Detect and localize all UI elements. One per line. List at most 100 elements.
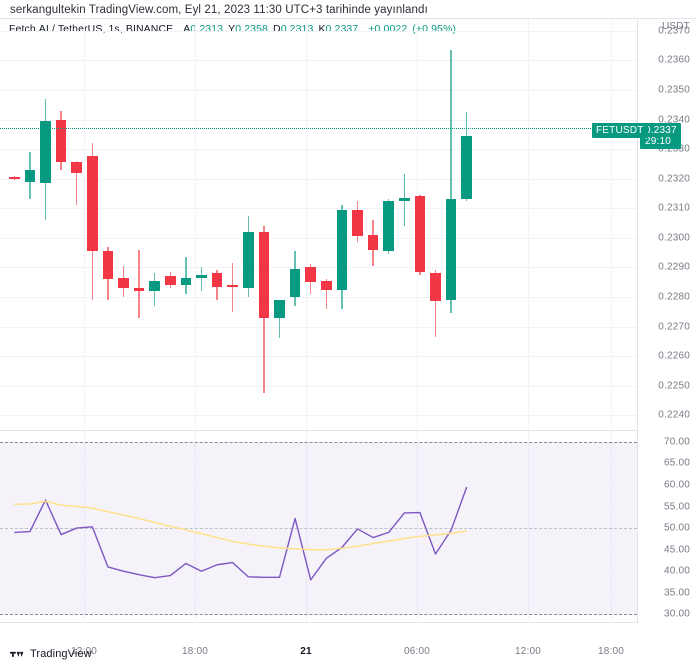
rsi-midline (0, 528, 637, 530)
candle-body[interactable] (24, 169, 36, 182)
candle-wick (76, 160, 78, 206)
price-tag-price: 0.2337 (645, 125, 677, 137)
tradingview-label: TradingView (30, 648, 92, 660)
price-tag-symbol: FETUSDT (592, 123, 648, 139)
rsi-overbought-line (0, 441, 637, 443)
candle-body[interactable] (243, 231, 254, 289)
candle-body[interactable] (461, 135, 472, 200)
candle-body[interactable] (149, 280, 160, 292)
candle-body[interactable] (367, 234, 379, 250)
gridline-horizontal (0, 119, 637, 121)
candle-wick (278, 299, 281, 339)
candle-wick (325, 279, 327, 309)
rsi-axis-tick: 30.00 (663, 608, 690, 620)
legend-high-label: Y (228, 23, 236, 35)
gridline-horizontal (0, 178, 637, 180)
chart-legend: Fetch.AI / TetherUS, 1s, BINANCE A0.2313 Y… (9, 23, 457, 35)
candle-body[interactable] (87, 156, 98, 252)
gridline-horizontal (0, 237, 637, 239)
time-axis[interactable]: 12:00 18:00 21 06:00 12:00 18:00 (0, 642, 696, 664)
legend-open-value: 0.2313 (190, 23, 224, 35)
candle-body[interactable] (55, 119, 67, 163)
price-axis-tick: 0.2360 (658, 54, 690, 66)
legend-close-value: 0.2337 (325, 23, 359, 35)
rsi-axis-tick: 65.00 (663, 457, 690, 469)
gridline-horizontal (0, 356, 637, 358)
price-axis-tick: 0.2340 (658, 114, 690, 126)
gridline-horizontal (0, 296, 637, 298)
candle-body[interactable] (305, 267, 316, 283)
gridline-vertical (611, 431, 612, 623)
candle-body[interactable] (196, 274, 207, 278)
candle-body[interactable] (336, 209, 348, 290)
price-axis-tick: 0.2310 (658, 202, 690, 214)
candle-body[interactable] (321, 280, 332, 290)
candle-body[interactable] (399, 197, 410, 201)
time-axis-tick: 18:00 (597, 646, 625, 657)
gridline-vertical (306, 19, 307, 430)
legend-low-label: D (272, 23, 281, 35)
legend-exchange: BINANCE (125, 23, 174, 35)
legend-interval[interactable]: 1s (108, 23, 120, 35)
rsi-band (0, 441, 637, 615)
candle-body[interactable] (274, 299, 285, 318)
candle-body[interactable] (289, 268, 301, 297)
time-axis-tick: 18:00 (181, 646, 209, 657)
price-axis-tick: 0.2250 (658, 380, 690, 392)
time-axis-tick: 06:00 (403, 646, 431, 657)
candle-wick (434, 270, 437, 337)
price-axis-tick: 0.2260 (658, 350, 690, 362)
attribution-text: serkangultekin TradingView.com, Eyl 21, … (10, 4, 428, 16)
footer-brand[interactable]: TradingView (10, 648, 92, 660)
rsi-ma-line (14, 500, 467, 551)
candle-body[interactable] (165, 276, 176, 286)
candle-body[interactable] (211, 273, 223, 287)
candle-body[interactable] (118, 277, 129, 289)
candle-body[interactable] (71, 162, 82, 173)
candle-body[interactable] (9, 177, 20, 179)
legend-high-value: 0.2358 (235, 23, 268, 35)
candle-body[interactable] (40, 121, 51, 184)
gridline-horizontal (0, 149, 637, 151)
gridline-horizontal (0, 415, 637, 417)
gridline-horizontal (0, 592, 637, 594)
gridline-horizontal (0, 208, 637, 210)
gridline-vertical (195, 19, 196, 430)
price-pane[interactable] (0, 19, 637, 430)
candle-body[interactable] (445, 199, 457, 300)
candle-body[interactable] (430, 273, 441, 302)
candle-body[interactable] (352, 209, 363, 237)
gridline-horizontal (0, 506, 637, 508)
gridline-vertical (528, 431, 529, 623)
legend-low-value: 0.2313 (280, 23, 314, 35)
candle-wick (185, 257, 187, 294)
gridline-horizontal (0, 60, 637, 62)
candle-body[interactable] (102, 251, 114, 280)
price-axis-tick: 0.2290 (658, 261, 690, 273)
rsi-line (14, 486, 468, 581)
rsi-axis-tick: 40.00 (663, 565, 690, 577)
rsi-pane[interactable] (0, 431, 637, 623)
rsi-axis-tick: 35.00 (663, 587, 690, 599)
gridline-vertical (195, 431, 196, 623)
gridline-horizontal (0, 571, 637, 573)
candle-body[interactable] (414, 196, 426, 272)
gridline-horizontal (0, 385, 637, 387)
legend-symbol[interactable]: Fetch.AI / TetherUS (9, 23, 103, 35)
time-axis-tick: 12:00 (514, 646, 542, 657)
gridline-vertical (528, 19, 529, 430)
candle-body[interactable] (133, 288, 145, 292)
legend-open-label: A (183, 23, 191, 35)
gridline-horizontal (0, 89, 637, 91)
candle-body[interactable] (383, 200, 394, 252)
candle-wick (138, 249, 140, 318)
candle-body[interactable] (258, 231, 270, 318)
candle-body[interactable] (227, 285, 238, 287)
price-axis-tick: 0.2350 (658, 84, 690, 96)
candle-body[interactable] (180, 277, 192, 286)
price-axis[interactable]: USDT 0.2370 0.2360 0.2350 0.2340 0.2330 0.232… (592, 19, 696, 623)
gridline-vertical (611, 19, 612, 430)
price-axis-tick: 0.2330 (658, 143, 690, 155)
current-price-tag[interactable]: 0.2337 29:10 FETUSDT (592, 123, 681, 150)
